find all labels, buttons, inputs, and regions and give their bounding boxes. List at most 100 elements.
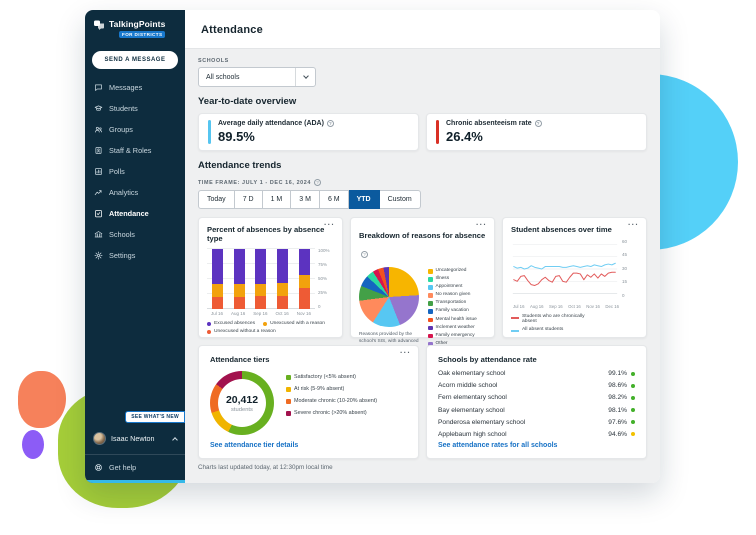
legend-label: Mental health issue	[435, 316, 477, 322]
status-dot	[631, 383, 635, 388]
sidebar-item-polls[interactable]: Polls	[85, 161, 185, 182]
bar-chart-legend: Excused absences Unexcused with a reason U…	[207, 321, 334, 334]
sidebar-item-settings[interactable]: Settings	[85, 245, 185, 266]
brand-name: TalkingPoints	[109, 19, 166, 29]
schools-by-rate-card: Schools by attendance rate Oak elementar…	[426, 345, 647, 459]
schools-dropdown[interactable]: All schools	[198, 67, 316, 87]
metric-value: 26.4%	[446, 129, 483, 144]
avatar	[93, 432, 106, 445]
time-frame-button-ytd[interactable]: YTD	[348, 190, 380, 209]
info-icon[interactable]: ?	[313, 179, 321, 186]
send-a-message-button[interactable]: SEND A MESSAGE	[92, 51, 178, 69]
absence-type-card: Percent of absences by absence type ··· …	[198, 217, 343, 338]
bar-segment	[255, 296, 267, 309]
chevron-down-icon	[295, 68, 315, 86]
legend-label: Inclement weather	[435, 324, 475, 330]
sidebar-item-analytics[interactable]: Analytics	[85, 182, 185, 203]
school-rate: 99.1%	[608, 370, 627, 377]
y-tick: 75%	[318, 261, 328, 267]
legend-label: Transportation	[435, 300, 467, 306]
legend-label: Family vacation	[435, 308, 469, 314]
legend-label: Moderate chronic (10-20% absent)	[294, 398, 377, 404]
status-dot	[631, 371, 635, 376]
see-whats-new-badge[interactable]: SEE WHAT'S NEW	[125, 411, 185, 423]
card-menu-icon[interactable]: ···	[628, 220, 639, 229]
time-frame-button-7-d[interactable]: 7 D	[234, 190, 263, 209]
pie-chart-legend: Uncategorized Illness Appointment No reason…	[428, 267, 486, 360]
card-menu-icon[interactable]: ···	[324, 220, 335, 229]
school-rate: 98.1%	[608, 406, 627, 414]
bar-segment	[298, 249, 310, 275]
time-frame-button-today[interactable]: Today	[198, 190, 235, 209]
tier-details-link[interactable]: See attendance tier details	[210, 442, 299, 449]
get-help-button[interactable]: Get help	[85, 454, 185, 483]
donut-chart: 20,412 students	[210, 371, 274, 435]
all-schools-rates-link[interactable]: See attendance rates for all schools	[438, 442, 558, 449]
line-chart	[511, 240, 619, 303]
metric-label: Chronic absenteeism rate	[446, 120, 532, 127]
metric-accent	[436, 120, 439, 144]
card-menu-icon[interactable]: ···	[400, 348, 411, 357]
sidebar-item-attendance[interactable]: Attendance	[85, 203, 185, 224]
sidebar-item-students[interactable]: Students	[85, 98, 185, 119]
card-title: Percent of absences by absence type	[207, 225, 325, 243]
legend-marker	[511, 316, 519, 319]
legend-item: Uncategorized	[428, 268, 486, 274]
time-frame-button-3-m[interactable]: 3 M	[291, 190, 320, 209]
legend-item: Severe chronic (>20% absent)	[286, 410, 377, 416]
talkingpoints-logo-icon	[94, 20, 104, 30]
card-title: Student absences over time	[511, 225, 612, 234]
line-chart-y-axis: 60 45 30 15 0	[622, 239, 638, 298]
info-icon[interactable]: ?	[361, 251, 368, 258]
bar-segment	[212, 296, 224, 309]
y-tick: 100%	[318, 248, 330, 253]
sidebar-item-schools[interactable]: Schools	[85, 224, 185, 245]
decor-blob-orange	[18, 371, 66, 428]
legend-item: Excused absences	[207, 321, 255, 326]
time-frame-button-6-m[interactable]: 6 M	[319, 190, 349, 209]
legend-label: Family emergency	[435, 332, 475, 338]
stacked-bar-oct-16	[277, 249, 289, 309]
y-tick: 15	[622, 279, 628, 285]
sidebar-item-label: Polls	[109, 167, 125, 176]
x-tick: Sep 16	[549, 304, 563, 309]
sidebar-item-label: Students	[109, 104, 138, 113]
time-frame-button-1-m[interactable]: 1 M	[262, 190, 292, 209]
pie-chart	[359, 267, 419, 327]
school-rate: 98.6%	[608, 382, 627, 390]
legend-marker	[428, 317, 433, 323]
card-menu-icon[interactable]: ···	[476, 220, 487, 229]
legend-marker	[286, 387, 291, 392]
legend-item: Unexcused with a reason	[263, 321, 325, 326]
bar-segment	[277, 296, 289, 309]
bar-segment	[298, 274, 310, 288]
user-menu[interactable]: Isaac Newton	[85, 423, 185, 454]
school-name: Ponderosa elementary school	[438, 418, 526, 426]
metric-card-ada: Average daily attendance (ADA) ? 89.5%	[198, 113, 419, 151]
analytics-icon	[94, 190, 102, 196]
gridline	[207, 248, 315, 249]
legend-item: Unexcused without a reason	[207, 329, 276, 334]
time-frame-button-custom[interactable]: Custom	[379, 190, 421, 209]
legend-item: Inclement weather	[428, 325, 486, 331]
stacked-bar-sep-16	[255, 249, 267, 309]
sidebar-item-messages[interactable]: Messages	[85, 77, 185, 98]
legend-label: Satisfactory (<5% absent)	[294, 374, 356, 380]
info-icon[interactable]: ?	[534, 120, 542, 127]
legend-marker	[263, 322, 268, 326]
school-rate: 97.6%	[608, 418, 627, 426]
schools-dropdown-value: All schools	[206, 73, 240, 81]
sidebar-item-groups[interactable]: Groups	[85, 119, 185, 140]
info-icon[interactable]: ?	[326, 120, 334, 127]
stacked-bar-aug-16	[233, 249, 245, 309]
school-row-acorn-middle-school: Acorn middle school 98.6%	[438, 382, 635, 389]
legend-label: Appointment	[435, 284, 463, 290]
legend-marker	[428, 333, 433, 339]
bar-segment	[277, 282, 289, 297]
y-tick: 60	[622, 239, 628, 244]
y-tick: 50%	[318, 275, 328, 281]
get-help-label: Get help	[109, 463, 137, 472]
legend-marker	[428, 285, 433, 290]
sidebar-item-staff-roles[interactable]: Staff & Roles	[85, 140, 185, 161]
donut-center-value: 20,412	[225, 393, 259, 406]
